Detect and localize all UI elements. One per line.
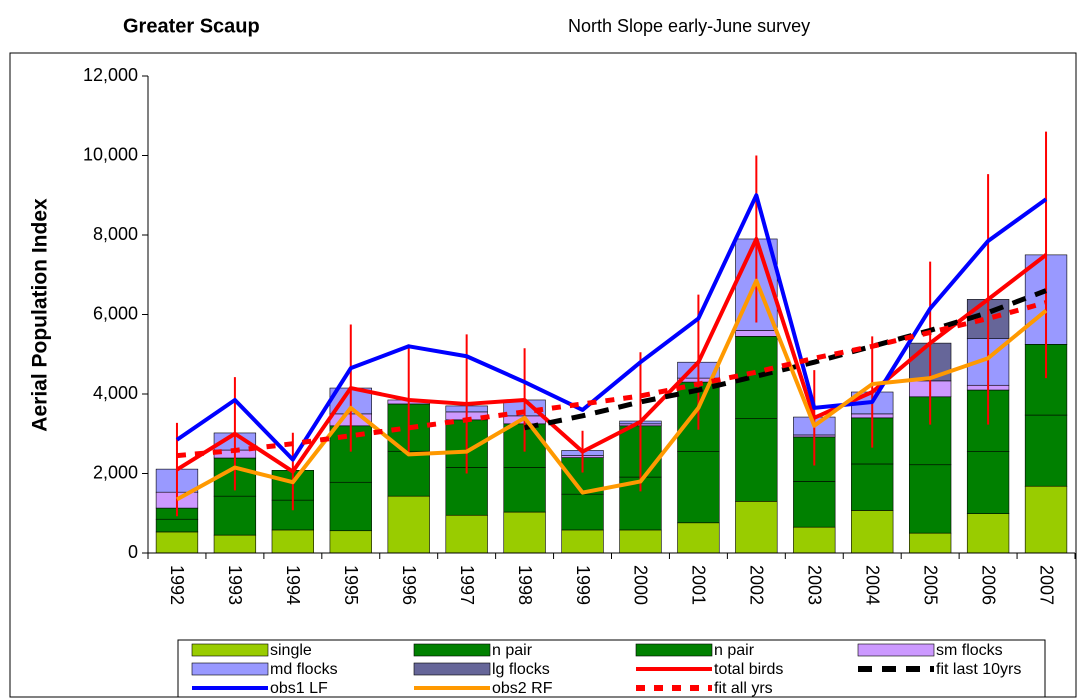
legend-label: fit last 10yrs (936, 661, 1021, 678)
legend-label: md flocks (270, 661, 338, 678)
bar-segment (329, 530, 372, 554)
bar-segment (561, 529, 604, 554)
bar-segment (387, 450, 430, 497)
x-tick-label: 1992 (167, 565, 187, 605)
bar-segment (213, 495, 257, 536)
y-tick-label: 6,000 (93, 303, 138, 323)
x-tick-label: 2000 (631, 565, 651, 605)
x-tick-label: 1997 (457, 565, 477, 605)
chart-title: Greater Scaup (123, 15, 260, 37)
line-series (176, 278, 1048, 502)
bar-segment (619, 529, 662, 554)
bar-segment (329, 481, 372, 532)
bar-segment (213, 534, 257, 554)
x-tick-label: 2001 (689, 565, 709, 605)
line-series (176, 300, 1047, 459)
line-series (175, 193, 1048, 462)
x-tick-label: 1999 (573, 565, 593, 605)
bar-segment (966, 513, 1010, 554)
legend-label: lg flocks (492, 661, 550, 678)
bar-segment (503, 467, 546, 513)
x-tick-label: 2002 (747, 565, 767, 605)
legend-swatch (413, 662, 491, 676)
y-axis-label: Aerial Population Index (29, 198, 52, 432)
line-series (175, 236, 1048, 474)
chart-subtitle: North Slope early-June survey (568, 16, 810, 36)
x-tick-label: 1998 (515, 565, 535, 605)
legend-label: obs1 LF (270, 680, 328, 697)
bar-segment (387, 495, 430, 554)
bar-segment (1024, 414, 1068, 487)
x-tick-label: 2006 (978, 565, 998, 605)
x-tick-label: 1996 (399, 565, 419, 605)
bar-segment (851, 463, 894, 511)
legend-label: n pair (492, 642, 533, 659)
bar-segment (677, 522, 720, 554)
bar-segment (735, 418, 778, 502)
bar-segment (271, 529, 315, 554)
bar-segment (793, 481, 836, 528)
bar-segment (445, 467, 488, 516)
legend-label: sm flocks (936, 642, 1003, 659)
bar-segment (677, 451, 720, 524)
legend-swatch (857, 643, 935, 657)
y-tick-label: 10,000 (83, 144, 138, 164)
x-tick-label: 2004 (862, 565, 882, 605)
bar-segment (155, 518, 199, 533)
legend-swatch (635, 643, 713, 657)
bar-segment (851, 510, 894, 554)
y-tick-label: 2,000 (93, 462, 138, 482)
legend-swatch (191, 662, 269, 676)
x-tick-label: 1993 (225, 565, 245, 605)
legend-label: single (270, 642, 312, 659)
legend-label: n pair (714, 642, 755, 659)
legend-label: obs2 RF (492, 680, 553, 697)
bar-segment (445, 514, 488, 554)
bar-segment (735, 330, 778, 337)
legend-swatch (413, 643, 491, 657)
legend-label: total birds (714, 661, 783, 678)
legend-swatch (191, 643, 269, 657)
y-tick-label: 4,000 (93, 383, 138, 403)
bar-segment (908, 532, 952, 554)
x-tick-label: 1994 (283, 565, 303, 605)
bar-segment (908, 464, 952, 534)
y-tick-label: 12,000 (83, 65, 138, 85)
y-tick-label: 0 (128, 542, 138, 562)
bar-segment (503, 511, 546, 554)
x-tick-label: 1995 (341, 565, 361, 605)
bar-segment (793, 526, 836, 554)
line-series (524, 288, 1047, 431)
legend-label: fit all yrs (714, 680, 773, 697)
bar-segment (561, 493, 604, 531)
legend: single n pair n pair sm flocks md flocks lg f… (191, 642, 1021, 697)
x-tick-label: 2003 (805, 565, 825, 605)
bar-segment (966, 451, 1010, 514)
bar-segment (1024, 485, 1068, 554)
x-tick-label: 2005 (920, 565, 940, 605)
bar-segment (735, 501, 778, 554)
bar-segment (155, 531, 199, 554)
y-tick-label: 8,000 (93, 224, 138, 244)
x-tick-label: 2007 (1036, 565, 1056, 605)
